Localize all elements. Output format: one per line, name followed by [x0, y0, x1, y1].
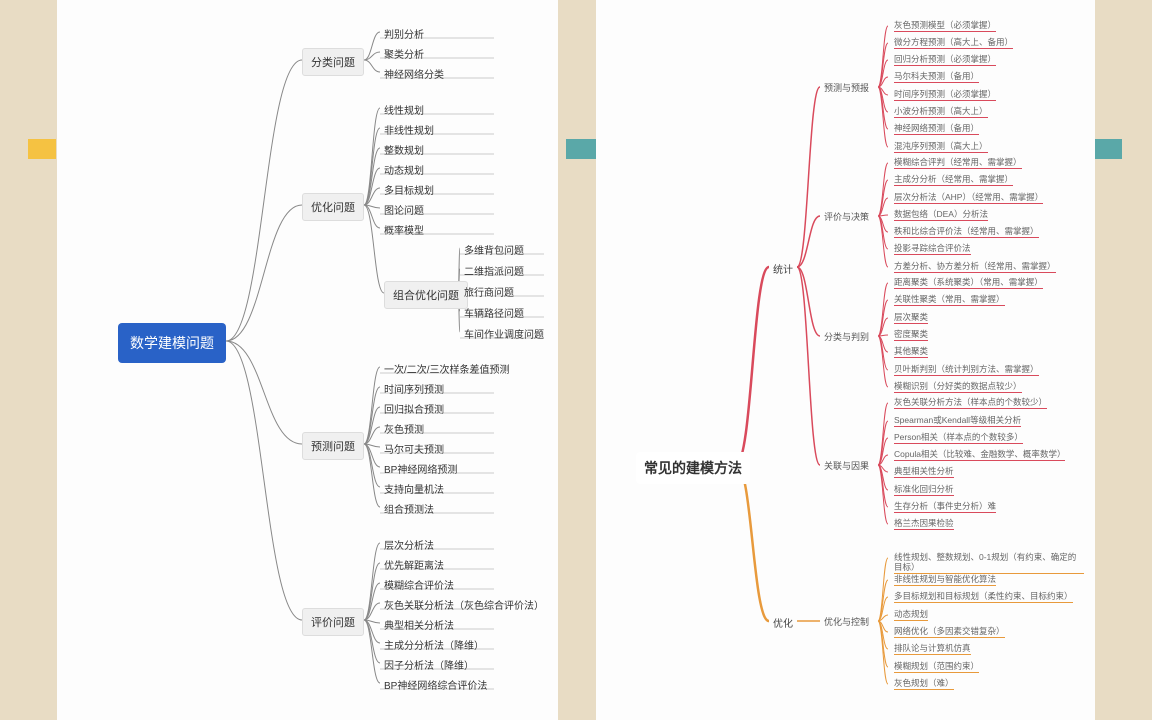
left-leaf: 回归拟合预测 — [384, 401, 444, 416]
left-leaf: 图论问题 — [384, 202, 424, 217]
right-leaf: 模糊综合评判（经常用、需掌握） — [894, 157, 1022, 169]
right-leaf: 方差分析、协方差分析（经常用、需掌握） — [894, 261, 1056, 273]
left-leaf: 优先解距离法 — [384, 557, 444, 572]
right-leaf: 距离聚类（系统聚类）（常用、需掌握） — [894, 277, 1043, 289]
right-subcategory: 分类与判别 — [824, 330, 869, 343]
left-subcategory: 组合优化问题 — [384, 281, 468, 309]
left-category: 优化问题 — [302, 193, 364, 221]
accent-yellow — [28, 139, 56, 159]
right-leaf: 层次聚类 — [894, 312, 928, 324]
right-leaf: 动态规划 — [894, 609, 928, 621]
right-leaf: 其他聚类 — [894, 346, 928, 358]
right-leaf: 混沌序列预测（高大上） — [894, 141, 988, 153]
left-leaf: 聚类分析 — [384, 46, 424, 61]
right-leaf: 关联性聚类（常用、需掌握） — [894, 294, 1005, 306]
left-leaf: 车间作业调度问题 — [464, 326, 544, 341]
right-root: 常见的建模方法 — [636, 452, 750, 484]
right-leaf: 模糊规划（范围约束） — [894, 661, 979, 673]
left-leaf: 多目标规划 — [384, 182, 434, 197]
right-leaf: 典型相关性分析 — [894, 466, 954, 478]
left-leaf: 一次/二次/三次样条差值预测 — [384, 361, 510, 376]
right-leaf: 生存分析（事件史分析）难 — [894, 501, 996, 513]
left-leaf: 非线性规划 — [384, 122, 434, 137]
right-subcategory: 评价与决策 — [824, 210, 869, 223]
right-leaf: 马尔科夫预测（备用） — [894, 71, 979, 83]
right-leaf: 层次分析法（AHP）（经常用、需掌握） — [894, 192, 1043, 204]
left-leaf: 二维指派问题 — [464, 263, 524, 278]
right-leaf: Person相关（样本点的个数较多） — [894, 432, 1023, 444]
bg-right-strip — [1095, 0, 1152, 720]
left-leaf: 灰色关联分析法（灰色综合评价法） — [384, 597, 544, 612]
left-leaf: 灰色预测 — [384, 421, 424, 436]
right-leaf: 回归分析预测（必须掌握） — [894, 54, 996, 66]
left-leaf: BP神经网络综合评价法 — [384, 677, 487, 692]
right-leaf: 非线性规划与智能优化算法 — [894, 574, 996, 586]
right-leaf: 时间序列预测（必须掌握） — [894, 89, 996, 101]
accent-teal-left — [566, 139, 596, 159]
right-leaf: 灰色关联分析方法（样本点的个数较少） — [894, 397, 1047, 409]
accent-teal-right — [1092, 139, 1122, 159]
left-leaf: 动态规划 — [384, 162, 424, 177]
left-category: 分类问题 — [302, 48, 364, 76]
right-leaf: 模糊识别（分好类的数据点较少） — [894, 381, 1022, 393]
left-leaf: 车辆路径问题 — [464, 305, 524, 320]
left-leaf: 马尔可夫预测 — [384, 441, 444, 456]
left-leaf: 多维背包问题 — [464, 242, 524, 257]
right-leaf: 微分方程预测（高大上、备用） — [894, 37, 1013, 49]
right-leaf: 排队论与计算机仿真 — [894, 643, 971, 655]
left-leaf: 神经网络分类 — [384, 66, 444, 81]
right-leaf: 标准化回归分析 — [894, 484, 954, 496]
left-leaf: 层次分析法 — [384, 537, 434, 552]
left-leaf: 整数规划 — [384, 142, 424, 157]
right-leaf: 密度聚类 — [894, 329, 928, 341]
right-subcategory: 关联与因果 — [824, 459, 869, 472]
right-branch: 统计 — [773, 261, 793, 276]
right-leaf: 数据包络（DEA）分析法 — [894, 209, 988, 221]
right-panel — [596, 0, 1095, 720]
left-leaf: 组合预测法 — [384, 501, 434, 516]
right-leaf: Spearman或Kendall等级相关分析 — [894, 415, 1021, 427]
left-leaf: BP神经网络预测 — [384, 461, 457, 476]
right-leaf: 格兰杰因果检验 — [894, 518, 954, 530]
left-leaf: 因子分析法（降维） — [384, 657, 474, 672]
right-leaf: 灰色规划（难） — [894, 678, 954, 690]
left-root: 数学建模问题 — [118, 323, 226, 363]
left-leaf: 判别分析 — [384, 26, 424, 41]
left-leaf: 支持向量机法 — [384, 481, 444, 496]
right-leaf: Copula相关（比较难、金融数学、概率数学） — [894, 449, 1065, 461]
left-leaf: 典型相关分析法 — [384, 617, 454, 632]
right-subcategory: 优化与控制 — [824, 615, 869, 628]
right-leaf: 神经网络预测（备用） — [894, 123, 979, 135]
right-leaf: 秩和比综合评价法（经常用、需掌握） — [894, 226, 1039, 238]
right-leaf: 投影寻踪综合评价法 — [894, 243, 971, 255]
right-leaf: 小波分析预测（高大上） — [894, 106, 988, 118]
right-leaf: 贝叶斯判别（统计判别方法、需掌握） — [894, 364, 1039, 376]
left-category: 预测问题 — [302, 432, 364, 460]
right-leaf: 灰色预测模型（必须掌握） — [894, 20, 996, 32]
left-leaf: 时间序列预测 — [384, 381, 444, 396]
right-leaf: 线性规划、整数规划、0-1规划（有约束、确定的目标） — [894, 552, 1084, 574]
right-branch: 优化 — [773, 615, 793, 630]
right-leaf: 网络优化（多因素交错复杂） — [894, 626, 1005, 638]
right-subcategory: 预测与预报 — [824, 81, 869, 94]
left-leaf: 线性规划 — [384, 102, 424, 117]
left-leaf: 模糊综合评价法 — [384, 577, 454, 592]
left-leaf: 旅行商问题 — [464, 284, 514, 299]
left-leaf: 概率模型 — [384, 222, 424, 237]
left-leaf: 主成分分析法（降维） — [384, 637, 484, 652]
left-category: 评价问题 — [302, 608, 364, 636]
bg-left-strip — [0, 0, 57, 720]
right-leaf: 主成分分析（经常用、需掌握） — [894, 174, 1013, 186]
right-leaf: 多目标规划和目标规划（柔性约束、目标约束） — [894, 591, 1073, 603]
